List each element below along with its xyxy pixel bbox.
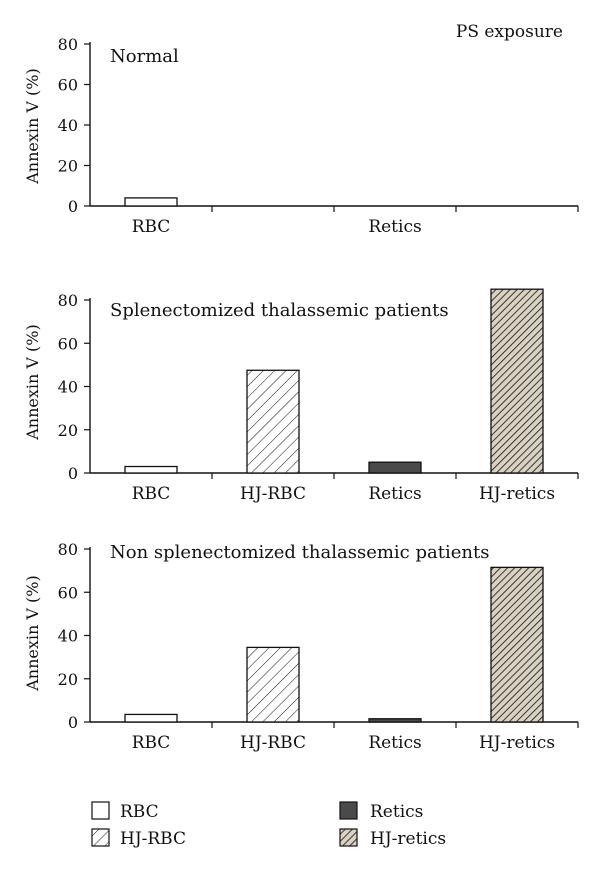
plot-area: 0 20 40 60 80 RBC HJ-RBC Retics HJ-retics: [58, 540, 579, 753]
x-tick-label: Retics: [368, 217, 421, 237]
bar-hj-retics: [490, 288, 544, 474]
x-tick-label: RBC: [132, 733, 171, 753]
x-tick-label: RBC: [132, 484, 171, 504]
y-tick-label: 0: [68, 197, 78, 216]
y-tick-label: 0: [68, 464, 78, 483]
x-tick-label: HJ-retics: [479, 484, 555, 504]
x-tick-label: RBC: [132, 217, 171, 237]
y-tick-label: 80: [58, 540, 78, 559]
plot-area: 0 20 40 60 80 RBC Retics: [58, 35, 579, 237]
bar-rbc: [124, 713, 178, 723]
y-tick-label: 40: [58, 378, 78, 397]
y-tick-label: 20: [58, 157, 78, 176]
bar-hj-retics: [490, 566, 544, 723]
bar-rbc: [124, 465, 178, 474]
legend: RBC HJ-RBC Retics HJ-retics: [91, 801, 446, 849]
panel-non-splenectomized: Non splenectomized thalassemic patients …: [23, 540, 579, 753]
x-tick-label: HJ-retics: [479, 733, 555, 753]
corner-label: PS exposure: [456, 22, 563, 42]
y-tick-label: 40: [58, 627, 78, 646]
y-axis-label: Annexin V (%): [23, 68, 42, 185]
panel-title: Normal: [110, 46, 179, 67]
bar-rbc: [124, 197, 178, 207]
y-tick-label: 40: [58, 116, 78, 135]
bar-hj-rbc: [246, 646, 300, 723]
legend-label: HJ-retics: [370, 829, 446, 849]
plot-area: 0 20 40 60 80 RBC HJ-RBC Retics HJ-retics: [58, 288, 579, 504]
bar-retics: [368, 718, 422, 723]
y-tick-label: 60: [58, 334, 78, 353]
bar-hj-rbc: [246, 369, 300, 474]
x-tick-label: HJ-RBC: [240, 484, 306, 504]
legend-label: RBC: [120, 802, 159, 822]
y-tick-label: 80: [58, 291, 78, 310]
y-tick-label: 20: [58, 421, 78, 440]
x-tick-label: HJ-RBC: [240, 733, 306, 753]
x-tick-label: Retics: [368, 484, 421, 504]
y-axis-label: Annexin V (%): [23, 324, 42, 441]
legend-label: HJ-RBC: [120, 829, 186, 849]
panel-title: Splenectomized thalassemic patients: [110, 300, 449, 321]
panel-splenectomized: Splenectomized thalassemic patients Anne…: [23, 288, 579, 504]
legend-swatch-hj-rbc: [91, 828, 110, 847]
panel-title: Non splenectomized thalassemic patients: [110, 542, 489, 563]
y-axis-label: Annexin V (%): [23, 575, 42, 692]
panel-normal: Normal Annexin V (%) 0 20 40 60 80 RBC Retics: [23, 35, 579, 237]
y-tick-label: 60: [58, 76, 78, 95]
legend-swatch-retics: [339, 801, 358, 820]
legend-swatch-hj-retics: [339, 828, 358, 847]
y-tick-label: 80: [58, 35, 78, 54]
bar-retics: [368, 461, 422, 474]
y-tick-label: 0: [68, 713, 78, 732]
legend-swatch-rbc: [91, 801, 110, 820]
x-tick-label: Retics: [368, 733, 421, 753]
y-tick-label: 20: [58, 670, 78, 689]
legend-label: Retics: [370, 802, 423, 822]
y-tick-label: 60: [58, 583, 78, 602]
